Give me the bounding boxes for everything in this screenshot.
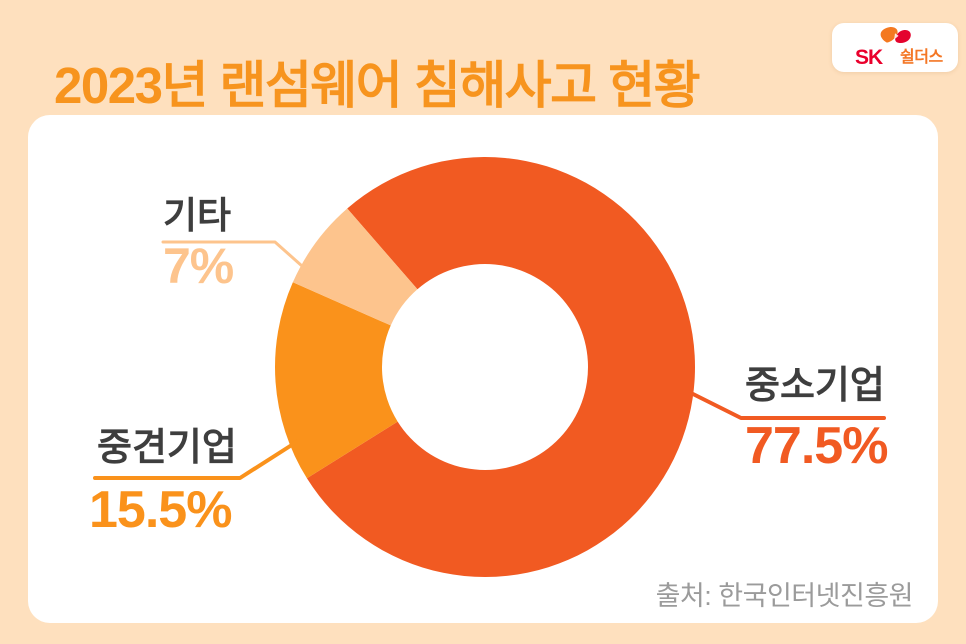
callout-value-etc: 7%	[163, 238, 234, 294]
callout-label-smb: 중소기업	[745, 365, 885, 407]
sk-logo-text: SK	[855, 46, 883, 69]
sk-wings-icon	[880, 27, 911, 43]
callout-label-mid: 중견기업	[97, 427, 237, 469]
sk-shieldus-logo: SK 쉴더스	[832, 23, 958, 72]
callout-label-etc: 기타	[163, 195, 232, 236]
source-caption: 출처: 한국인터넷진흥원	[655, 581, 914, 611]
callout-value-mid: 15.5%	[89, 481, 232, 539]
callout-value-smb: 77.5%	[745, 417, 888, 475]
page-title: 2023년 랜섬웨어 침해사고 현황	[54, 57, 701, 115]
shieldus-logo-text: 쉴더스	[900, 49, 943, 66]
